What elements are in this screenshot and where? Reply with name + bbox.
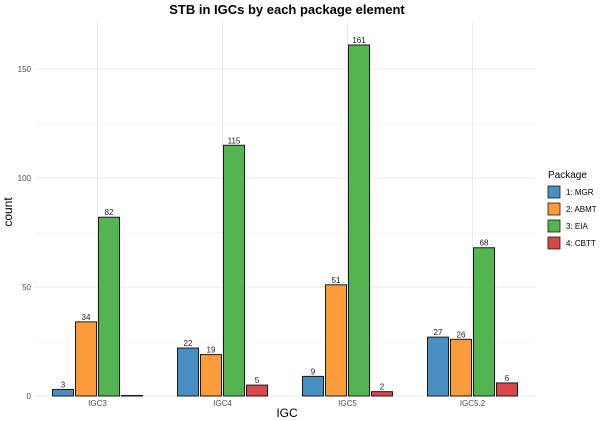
- bar: [427, 336, 449, 397]
- data-label: 161: [352, 36, 366, 45]
- bar: [302, 375, 324, 397]
- bar: [98, 216, 120, 397]
- legend-label: 1: MGR: [566, 188, 594, 197]
- data-label: 22: [184, 339, 193, 348]
- bar: [496, 382, 518, 397]
- data-label: 9: [311, 367, 316, 376]
- y-tick-label: 150: [18, 65, 32, 74]
- legend-label: 2: ABMT: [566, 205, 597, 214]
- data-label: 115: [228, 136, 241, 145]
- legend-key: [547, 236, 561, 250]
- y-tick-label: 100: [18, 174, 32, 183]
- legend-label: 3: EIA: [566, 222, 588, 231]
- bar: [75, 321, 97, 397]
- data-label: 34: [82, 313, 91, 322]
- data-label: 51: [332, 276, 341, 285]
- data-label: 19: [207, 346, 216, 355]
- data-label: 5: [255, 376, 260, 385]
- bar: [177, 347, 199, 397]
- x-tick-label: IGC5.2: [460, 399, 486, 408]
- bar: [200, 354, 222, 397]
- data-label: 82: [105, 208, 114, 217]
- y-axis-title: count: [1, 197, 15, 227]
- x-axis-title: IGC: [276, 406, 298, 420]
- data-label: 2: [380, 383, 385, 392]
- data-label: 68: [480, 239, 489, 248]
- y-tick-label: 50: [22, 283, 31, 292]
- data-label: 3: [61, 380, 66, 389]
- bar: [52, 388, 74, 397]
- grid-lines: [35, 21, 535, 397]
- bar: [348, 44, 370, 397]
- legend-key: [547, 219, 561, 233]
- bar: [450, 338, 472, 397]
- bar: [371, 391, 393, 397]
- bar: [325, 284, 347, 397]
- y-axis-ticks: 0 50 100 150: [18, 65, 32, 401]
- bar: [121, 395, 143, 397]
- x-tick-label: IGC3: [88, 399, 107, 408]
- bar: [473, 247, 495, 397]
- legend-key: [547, 202, 561, 216]
- bars-group: [52, 44, 518, 397]
- chart-title: STB in IGCs by each package element: [169, 2, 405, 17]
- data-label: 6: [505, 374, 510, 383]
- legend-key: [547, 185, 561, 199]
- data-label: 27: [434, 328, 443, 337]
- legend-label: 4: CBTT: [566, 239, 596, 248]
- x-tick-label: IGC5: [338, 399, 357, 408]
- bar: [223, 144, 245, 397]
- data-label: 26: [457, 330, 466, 339]
- legend: Package 1: MGR 2: ABMT 3: EIA 4: CBTT: [547, 170, 597, 250]
- data-labels-group: 3 34 82 22 19 115 5 9 51 161 2 27 26 68 6: [61, 36, 510, 392]
- bar: [246, 384, 268, 397]
- legend-title: Package: [548, 170, 587, 181]
- x-axis-ticks: IGC3 IGC4 IGC5 IGC5.2: [88, 399, 486, 408]
- x-tick-label: IGC4: [213, 399, 232, 408]
- y-tick-label: 0: [27, 392, 32, 401]
